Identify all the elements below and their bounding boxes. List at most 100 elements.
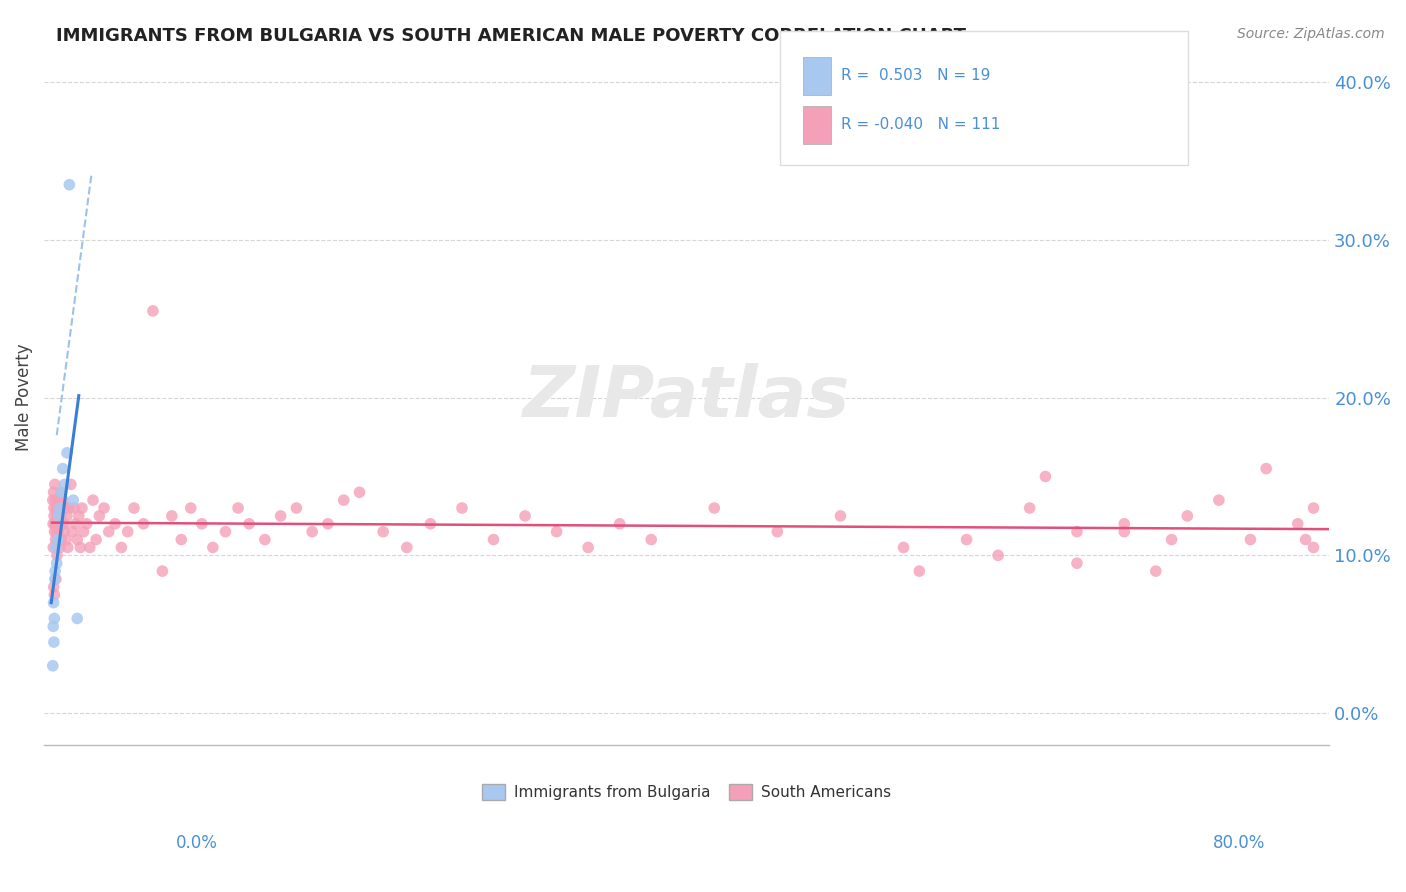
Point: [214, 524, 236, 539]
Text: Source: ZipAtlas.com: Source: ZipAtlas.com: [1237, 27, 1385, 41]
Point: [49, 485, 72, 500]
Point: [42, 619, 65, 633]
Point: [1295, 533, 1317, 547]
Point: [46, 516, 69, 531]
Point: [46, 501, 69, 516]
Point: [1208, 493, 1230, 508]
Point: [67, 508, 90, 523]
Point: [44, 524, 66, 539]
Point: [316, 516, 339, 531]
Point: [49, 533, 72, 547]
Point: [766, 524, 789, 539]
Point: [1144, 564, 1167, 578]
Point: [63, 501, 86, 516]
Point: [42, 635, 65, 649]
Text: 0.0%: 0.0%: [176, 834, 218, 852]
Point: [53, 477, 76, 491]
Point: [609, 516, 631, 531]
Point: [72, 524, 94, 539]
Point: [45, 516, 67, 531]
Point: [55, 533, 77, 547]
Point: [56, 508, 79, 523]
Point: [253, 533, 276, 547]
Point: [1160, 533, 1182, 547]
Point: [53, 516, 76, 531]
Point: [46, 533, 69, 547]
Point: [395, 541, 418, 555]
Point: [132, 516, 155, 531]
Point: [117, 524, 139, 539]
Point: [58, 178, 80, 192]
Point: [1035, 469, 1057, 483]
Point: [1286, 516, 1309, 531]
Point: [42, 493, 65, 508]
Point: [48, 533, 70, 547]
Point: [201, 541, 224, 555]
Point: [546, 524, 568, 539]
Point: [42, 658, 65, 673]
Point: [955, 533, 977, 547]
Point: [44, 564, 66, 578]
Point: [150, 564, 173, 578]
Point: [1239, 533, 1261, 547]
Point: [1114, 516, 1136, 531]
Point: [46, 549, 69, 563]
Point: [44, 588, 66, 602]
Point: [58, 501, 80, 516]
Text: IMMIGRANTS FROM BULGARIA VS SOUTH AMERICAN MALE POVERTY CORRELATION CHART: IMMIGRANTS FROM BULGARIA VS SOUTH AMERIC…: [56, 27, 966, 45]
Point: [180, 501, 202, 516]
Point: [142, 304, 165, 318]
Point: [893, 541, 915, 555]
Point: [44, 516, 66, 531]
Point: [640, 533, 662, 547]
Point: [66, 533, 89, 547]
Point: [45, 541, 67, 555]
Point: [44, 611, 66, 625]
Point: [1302, 501, 1324, 516]
Point: [42, 516, 65, 531]
Point: [908, 564, 931, 578]
Point: [49, 541, 72, 555]
Point: [42, 596, 65, 610]
Point: [97, 524, 120, 539]
Point: [46, 524, 69, 539]
Text: 80.0%: 80.0%: [1213, 834, 1265, 852]
Point: [46, 533, 69, 547]
Point: [52, 461, 75, 475]
Point: [45, 556, 67, 570]
Point: [49, 501, 72, 516]
Point: [830, 508, 852, 523]
Point: [76, 516, 98, 531]
Point: [42, 580, 65, 594]
Point: [56, 541, 79, 555]
Point: [1256, 461, 1278, 475]
Point: [987, 549, 1010, 563]
Text: R = -0.040   N = 111: R = -0.040 N = 111: [841, 118, 1000, 132]
Point: [285, 501, 308, 516]
Point: [45, 508, 67, 523]
Text: ZIPatlas: ZIPatlas: [523, 363, 851, 432]
Point: [55, 501, 77, 516]
Point: [1114, 524, 1136, 539]
Point: [62, 524, 84, 539]
Point: [45, 572, 67, 586]
Point: [42, 541, 65, 555]
Point: [238, 516, 260, 531]
Legend: Immigrants from Bulgaria, South Americans: Immigrants from Bulgaria, South American…: [477, 778, 897, 806]
Point: [48, 493, 70, 508]
Point: [122, 501, 145, 516]
Point: [170, 533, 193, 547]
Point: [451, 501, 474, 516]
Point: [51, 485, 73, 500]
Point: [48, 508, 70, 523]
Point: [51, 516, 73, 531]
Point: [42, 485, 65, 500]
Point: [49, 508, 72, 523]
Point: [52, 524, 75, 539]
Point: [66, 611, 89, 625]
Point: [332, 493, 354, 508]
Point: [84, 533, 107, 547]
Point: [48, 516, 70, 531]
Point: [56, 446, 79, 460]
Point: [703, 501, 725, 516]
